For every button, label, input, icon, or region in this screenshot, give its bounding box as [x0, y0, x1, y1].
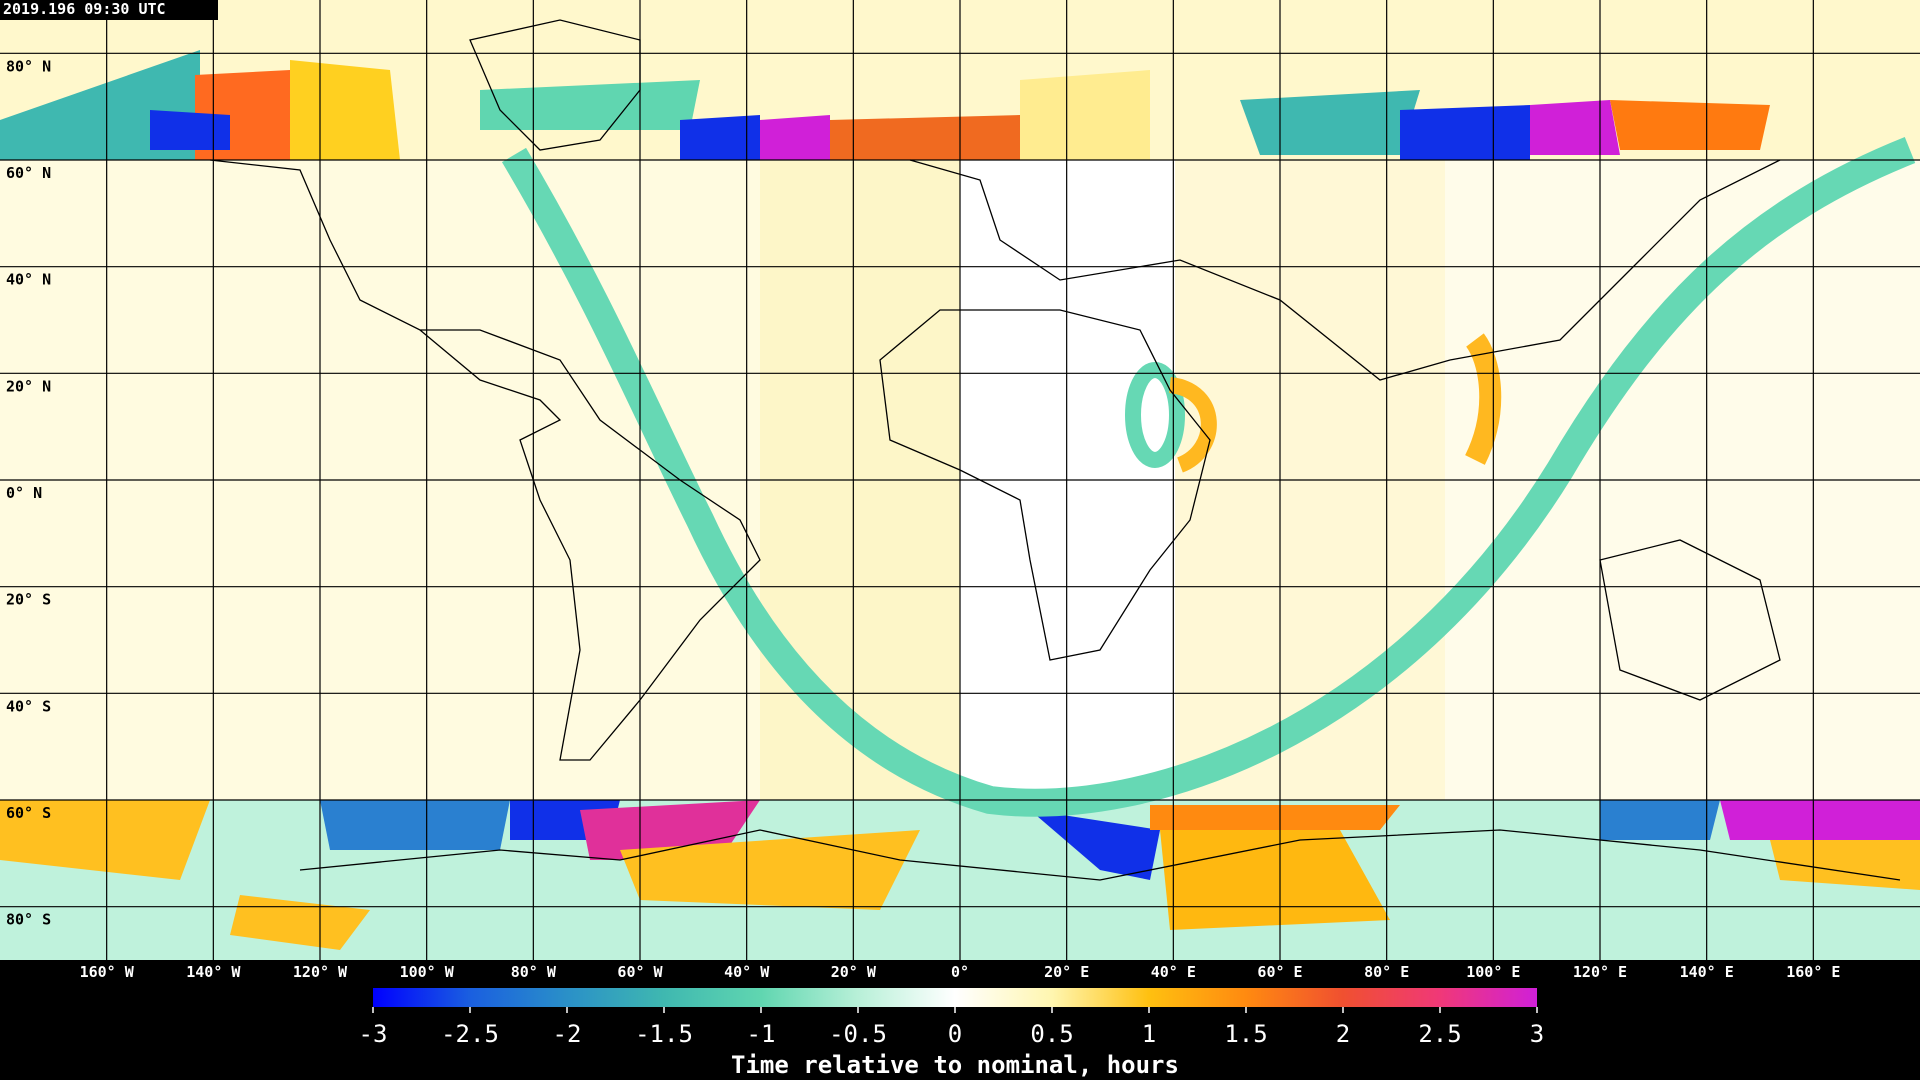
- lat-label: 20° S: [6, 591, 51, 609]
- lon-label: 40° W: [724, 963, 770, 981]
- lon-label: 80° E: [1364, 963, 1409, 981]
- colorbar-tick-label: -1: [747, 1020, 776, 1048]
- lon-label: 60° W: [617, 963, 663, 981]
- timestamp: 2019.196 09:30 UTC: [3, 0, 166, 18]
- lon-label: 20° E: [1044, 963, 1089, 981]
- lon-label: 160° E: [1786, 963, 1840, 981]
- polar-patch: [1240, 90, 1420, 155]
- lat-label: 80° S: [6, 911, 51, 929]
- orbit-swath: [501, 137, 1916, 817]
- polar-patch: [830, 115, 1020, 160]
- lon-label: 160° W: [80, 963, 135, 981]
- colorbar-tick-label: -3: [359, 1020, 388, 1048]
- lon-label: 20° W: [831, 963, 877, 981]
- lon-label: 0°: [951, 963, 969, 981]
- lat-label: 40° S: [6, 697, 51, 715]
- late-patch: [1168, 377, 1217, 473]
- polar-patch: [1720, 800, 1920, 840]
- colorbar-tick-label: 1: [1142, 1020, 1156, 1048]
- graticule: [0, 0, 1920, 960]
- lon-label: 140° E: [1680, 963, 1734, 981]
- lat-label: 40° N: [6, 271, 51, 289]
- colorbar-ramp: [373, 988, 1537, 1007]
- polar-patch: [1020, 70, 1150, 160]
- polar-patch: [760, 115, 830, 160]
- polar-patch: [1150, 805, 1400, 830]
- polar-patch: [0, 800, 210, 880]
- lon-label: 40° E: [1151, 963, 1196, 981]
- lat-label: 0° N: [6, 484, 42, 502]
- colorbar-tick-label: 3: [1530, 1020, 1544, 1048]
- polar-patch: [620, 830, 920, 910]
- lon-label: 80° W: [511, 963, 557, 981]
- lat-label: 60° S: [6, 804, 51, 822]
- colorbar-tick-label: -2: [553, 1020, 582, 1048]
- colorbar-tick-label: -1.5: [635, 1020, 693, 1048]
- polar-patch: [680, 115, 760, 160]
- polar-patch: [480, 80, 700, 130]
- colorbar-tick-label: 2.5: [1418, 1020, 1461, 1048]
- polar-patch: [230, 895, 370, 950]
- polar-patch: [1160, 830, 1390, 930]
- lon-label: 60° E: [1257, 963, 1302, 981]
- lat-label: 60° N: [6, 164, 51, 182]
- lon-label: 100° W: [400, 963, 455, 981]
- orbit-patch: [1125, 362, 1185, 468]
- polar-patch: [150, 110, 230, 150]
- polar-patch: [1030, 810, 1160, 880]
- colorbar-tick-label: -2.5: [441, 1020, 499, 1048]
- lat-label: 80° N: [6, 57, 51, 75]
- lon-label: 100° E: [1466, 963, 1520, 981]
- polar-patch: [320, 800, 510, 850]
- graticule-labels: 80° N 60° N 40° N 20° N 0° N 20° S 40° S 60° S 8…: [6, 57, 1840, 981]
- timestamp-box: [0, 0, 218, 20]
- colorbar-tick-label: 2: [1336, 1020, 1350, 1048]
- polar-patch: [1600, 800, 1720, 840]
- polar-patch: [1530, 100, 1620, 155]
- colorbar: Time relative to nominal, hours -3 -2.5 -2…: [359, 988, 1544, 1079]
- lon-label: 120° W: [293, 963, 348, 981]
- lon-label: 140° W: [186, 963, 241, 981]
- lon-label: 120° E: [1573, 963, 1627, 981]
- colorbar-tick-label: 0.5: [1030, 1020, 1073, 1048]
- polar-patch: [1610, 100, 1770, 150]
- late-patch: [1465, 333, 1502, 465]
- polar-patch: [1400, 105, 1530, 160]
- colorbar-tick-label: 1.5: [1224, 1020, 1267, 1048]
- colorbar-tick-label: 0: [948, 1020, 962, 1048]
- lat-label: 20° N: [6, 377, 51, 395]
- colorbar-tick-label: -0.5: [829, 1020, 887, 1048]
- polar-patch: [290, 60, 400, 160]
- colorbar-label: Time relative to nominal, hours: [731, 1051, 1179, 1079]
